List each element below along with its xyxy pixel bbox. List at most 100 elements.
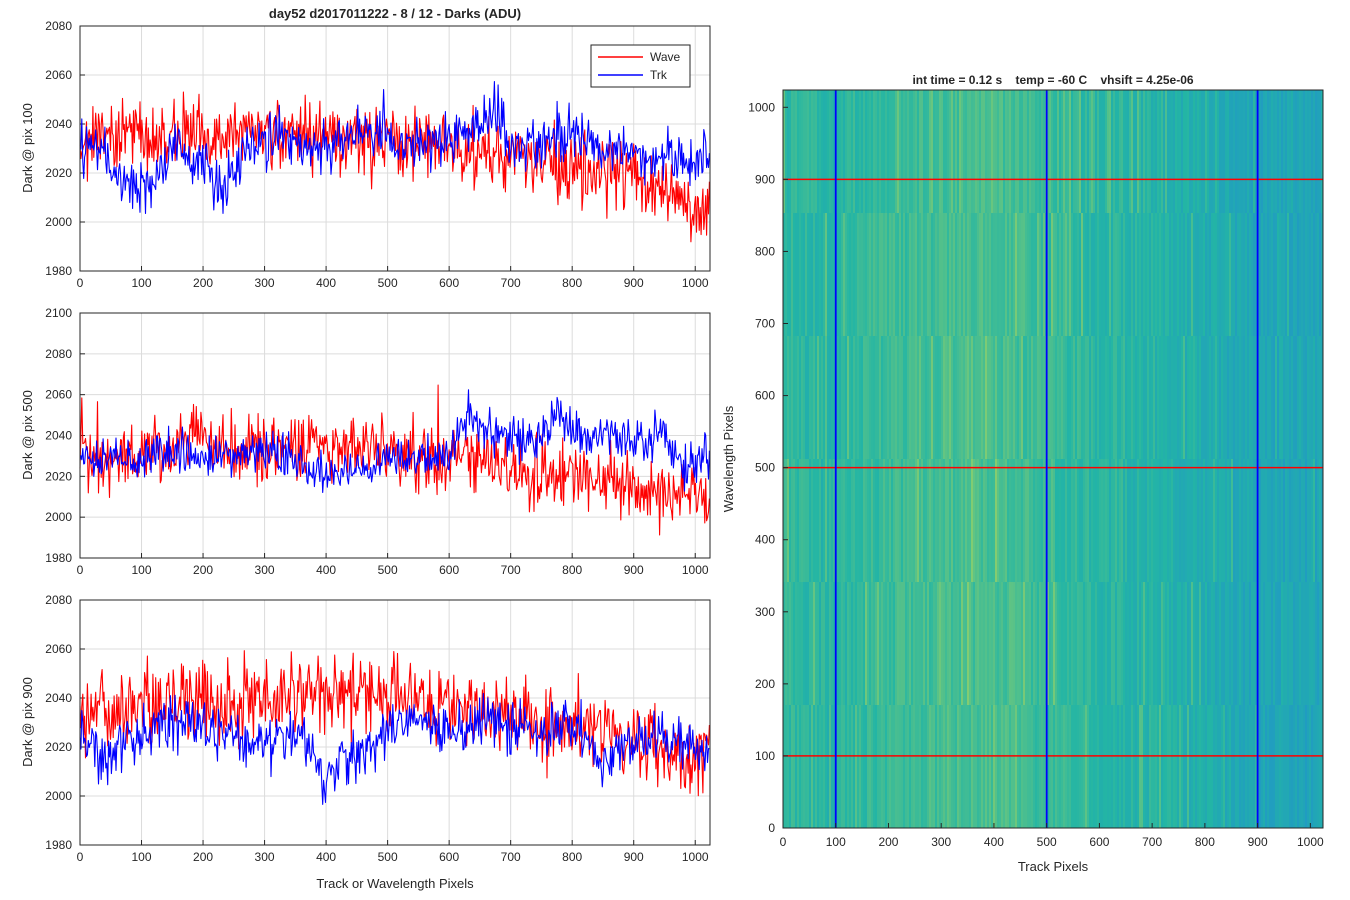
heatmap-cell <box>991 336 994 460</box>
heatmap-cell <box>1285 582 1288 706</box>
heatmap-cell <box>827 90 830 214</box>
heatmap-cell <box>1285 705 1288 828</box>
heatmap-cell <box>1057 582 1060 706</box>
heatmap-cell <box>1141 213 1144 337</box>
y-tick-label: 2040 <box>45 691 72 705</box>
heatmap-cell <box>1293 459 1296 583</box>
heatmap-cell <box>1019 459 1022 583</box>
heatmap-cell <box>1113 336 1116 460</box>
heatmap-cell <box>1069 213 1072 337</box>
heatmap-cell <box>879 90 882 214</box>
heatmap-cell <box>1229 90 1232 214</box>
heatmap-cell <box>1275 90 1278 214</box>
heatmap-cell <box>799 582 802 706</box>
heatmap-cell <box>1179 336 1182 460</box>
heatmap-cell <box>907 213 910 337</box>
heatmap-cell <box>793 582 796 706</box>
heatmap-cell <box>1067 90 1070 214</box>
heatmap-cell <box>1139 213 1142 337</box>
heatmap-cell <box>857 459 860 583</box>
heatmap-cell <box>883 582 886 706</box>
heatmap-cell <box>853 459 856 583</box>
heatmap-cell <box>1207 705 1210 828</box>
heatmap-cell <box>793 90 796 214</box>
heatmap-cell <box>1147 582 1150 706</box>
heatmap-cell <box>1207 336 1210 460</box>
heatmap-cell <box>985 582 988 706</box>
heatmap-cell <box>1311 459 1314 583</box>
heatmap-cell <box>1233 90 1236 214</box>
heatmap-cell <box>1003 90 1006 214</box>
heatmap-cell <box>1019 90 1022 214</box>
heatmap-cell <box>1195 582 1198 706</box>
heatmap-cell <box>1005 705 1008 828</box>
heatmap-cell <box>1073 459 1076 583</box>
heatmap-cell <box>913 582 916 706</box>
heatmap-cell <box>1305 336 1308 460</box>
heatmap-cell <box>1235 90 1238 214</box>
heatmap-cell <box>895 336 898 460</box>
heatmap-cell <box>1059 459 1062 583</box>
heatmap-cell <box>825 213 828 337</box>
heatmap-cell <box>867 705 870 828</box>
heatmap-cell <box>1265 705 1268 828</box>
heatmap-cell <box>1271 705 1274 828</box>
heatmap-cell <box>883 213 886 337</box>
heatmap-cell <box>787 705 790 828</box>
heatmap-cell <box>855 459 858 583</box>
heatmap-cell <box>1103 582 1106 706</box>
heatmap-cell <box>1321 336 1323 460</box>
heatmap-cell <box>1259 90 1262 214</box>
heatmap-cell <box>899 213 902 337</box>
heatmap-cell <box>1199 705 1202 828</box>
heatmap-cell <box>873 336 876 460</box>
heatmap-cell <box>929 582 932 706</box>
heatmap-cell <box>1015 90 1018 214</box>
heatmap-cell <box>1139 705 1142 828</box>
heatmap-cell <box>1173 705 1176 828</box>
heatmap-cell <box>1177 705 1180 828</box>
heatmap-cell <box>1079 705 1082 828</box>
heatmap-cell <box>823 459 826 583</box>
heatmap-cell <box>1197 336 1200 460</box>
heatmap-cell <box>953 213 956 337</box>
heatmap-cell <box>829 459 832 583</box>
heatmap-cell <box>1011 90 1014 214</box>
heatmap-cell <box>1319 90 1322 214</box>
heatmap-cell <box>1317 213 1320 337</box>
heatmap-cell <box>1251 705 1254 828</box>
heatmap-cell <box>1131 705 1134 828</box>
heatmap-cell <box>949 336 952 460</box>
heatmap-cell <box>1313 705 1316 828</box>
heatmap-cell <box>1091 90 1094 214</box>
heatmap-cell <box>1267 213 1270 337</box>
heatmap-cell <box>1125 336 1128 460</box>
heatmap-cell <box>869 582 872 706</box>
heatmap-cell <box>1291 459 1294 583</box>
heatmap-cell <box>1051 213 1054 337</box>
heatmap-cell <box>937 582 940 706</box>
heatmap-cell <box>829 213 832 337</box>
heatmap-cell <box>1311 705 1314 828</box>
heatmap-cell <box>1249 213 1252 337</box>
heatmap-cell <box>1279 336 1282 460</box>
heatmap-cell <box>967 336 970 460</box>
heatmap-cell <box>819 705 822 828</box>
heatmap-cell <box>1031 459 1034 583</box>
heatmap-cell <box>809 459 812 583</box>
heatmap-cell <box>1073 336 1076 460</box>
heatmap-cell <box>803 213 806 337</box>
heatmap-cell <box>1223 459 1226 583</box>
heatmap-cell <box>1253 582 1256 706</box>
heatmap-cell <box>1221 336 1224 460</box>
heatmap-cell <box>1259 213 1262 337</box>
heatmap-cell <box>939 705 942 828</box>
heatmap-cell <box>987 705 990 828</box>
heatmap-cell <box>1291 90 1294 214</box>
heatmap-cell <box>1199 582 1202 706</box>
heatmap-cell <box>1303 90 1306 214</box>
heatmap-cell <box>923 90 926 214</box>
heatmap-cell <box>783 213 786 337</box>
heatmap-cell <box>839 459 842 583</box>
